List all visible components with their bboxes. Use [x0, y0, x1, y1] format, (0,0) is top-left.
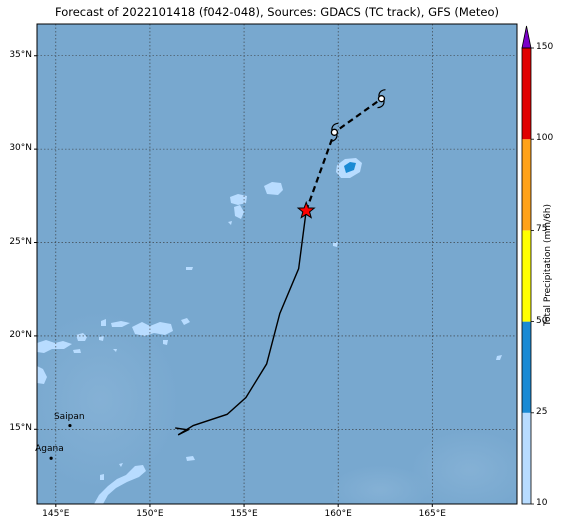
colorbar-tick-label: 10 — [536, 498, 548, 508]
precip-area — [37, 366, 47, 384]
place-label: Agana — [35, 444, 64, 455]
precip-area — [163, 340, 168, 345]
precip-area — [99, 336, 104, 341]
current-position-star-icon — [296, 200, 316, 219]
place-dot — [68, 423, 72, 428]
lon-tick-label: 145°E — [42, 509, 70, 519]
precip-area — [181, 318, 190, 325]
precip-area-heavy — [344, 162, 356, 173]
precip-area — [100, 474, 104, 480]
cyclone-arm — [331, 122, 339, 131]
sea-shade — [410, 430, 517, 504]
sea-shade — [330, 465, 430, 504]
precip-area — [111, 321, 130, 327]
precip-area — [73, 349, 81, 353]
cyclone-symbol-icon — [377, 89, 386, 109]
lat-tick-label: 35°N — [9, 49, 32, 60]
cyclone-symbol-icon — [330, 122, 339, 142]
cyclone-arm — [378, 89, 386, 97]
colorbar-extend-arrow — [521, 25, 532, 49]
colorbar-segment — [522, 139, 531, 231]
cyclone-eye — [377, 95, 386, 103]
precip-area — [101, 319, 106, 326]
precip-area — [76, 333, 87, 341]
precip-area — [113, 349, 117, 352]
chart-title: Forecast of 2022101418 (f042-048), Sourc… — [55, 5, 499, 19]
colorbar-frame — [521, 47, 532, 505]
colorbar-segment — [522, 48, 531, 140]
map-frame — [36, 23, 518, 505]
colorbar-segment — [522, 230, 531, 322]
precip-area — [228, 221, 232, 225]
precip-area — [94, 465, 146, 504]
track-start-hook — [175, 427, 191, 436]
colorbar-tick-label: 50 — [536, 315, 548, 326]
observed-track-line — [177, 210, 307, 436]
lon-tick-label: 160°E — [324, 509, 352, 519]
precip-area — [186, 456, 195, 461]
cyclone-arm — [330, 134, 338, 142]
precip-area — [333, 242, 338, 247]
precip-area — [186, 267, 193, 270]
precipitation-layer — [37, 158, 502, 504]
lat-tick-label: 15°N — [9, 423, 32, 434]
lat-tick-label: 30°N — [9, 143, 32, 154]
graticule — [37, 24, 517, 504]
lat-tick-label: 20°N — [9, 329, 32, 340]
precip-area — [119, 463, 123, 467]
place-label: Saipan — [53, 411, 85, 422]
colorbar-tick-label: 25 — [536, 406, 548, 417]
lon-tick-label: 150°E — [136, 509, 164, 519]
colorbar-segment — [522, 321, 531, 413]
place-dot — [49, 456, 53, 460]
cyclone-arm — [377, 100, 385, 109]
colorbar-tick-label: 150 — [536, 42, 554, 52]
axis-ticks — [34, 55, 433, 507]
colorbar — [521, 25, 534, 505]
precip-area — [496, 355, 502, 360]
colorbar-tick-label: 75 — [536, 224, 548, 235]
precip-area — [37, 340, 72, 353]
lon-tick-label: 165°E — [418, 509, 446, 519]
place-markers — [49, 423, 72, 460]
sea-shade — [37, 310, 180, 490]
precip-area — [132, 322, 173, 336]
cyclone-eye — [330, 128, 339, 136]
lon-tick-label: 155°E — [230, 509, 258, 519]
colorbar-segment — [522, 412, 531, 504]
storm-track — [175, 89, 386, 436]
precip-area — [234, 205, 244, 219]
precip-area — [264, 182, 283, 195]
precip-area — [230, 194, 247, 205]
lat-tick-label: 25°N — [9, 236, 32, 247]
colorbar-title: Total Precipitation (mm/6h) — [543, 203, 553, 327]
colorbar-tick-label: 100 — [536, 133, 554, 144]
